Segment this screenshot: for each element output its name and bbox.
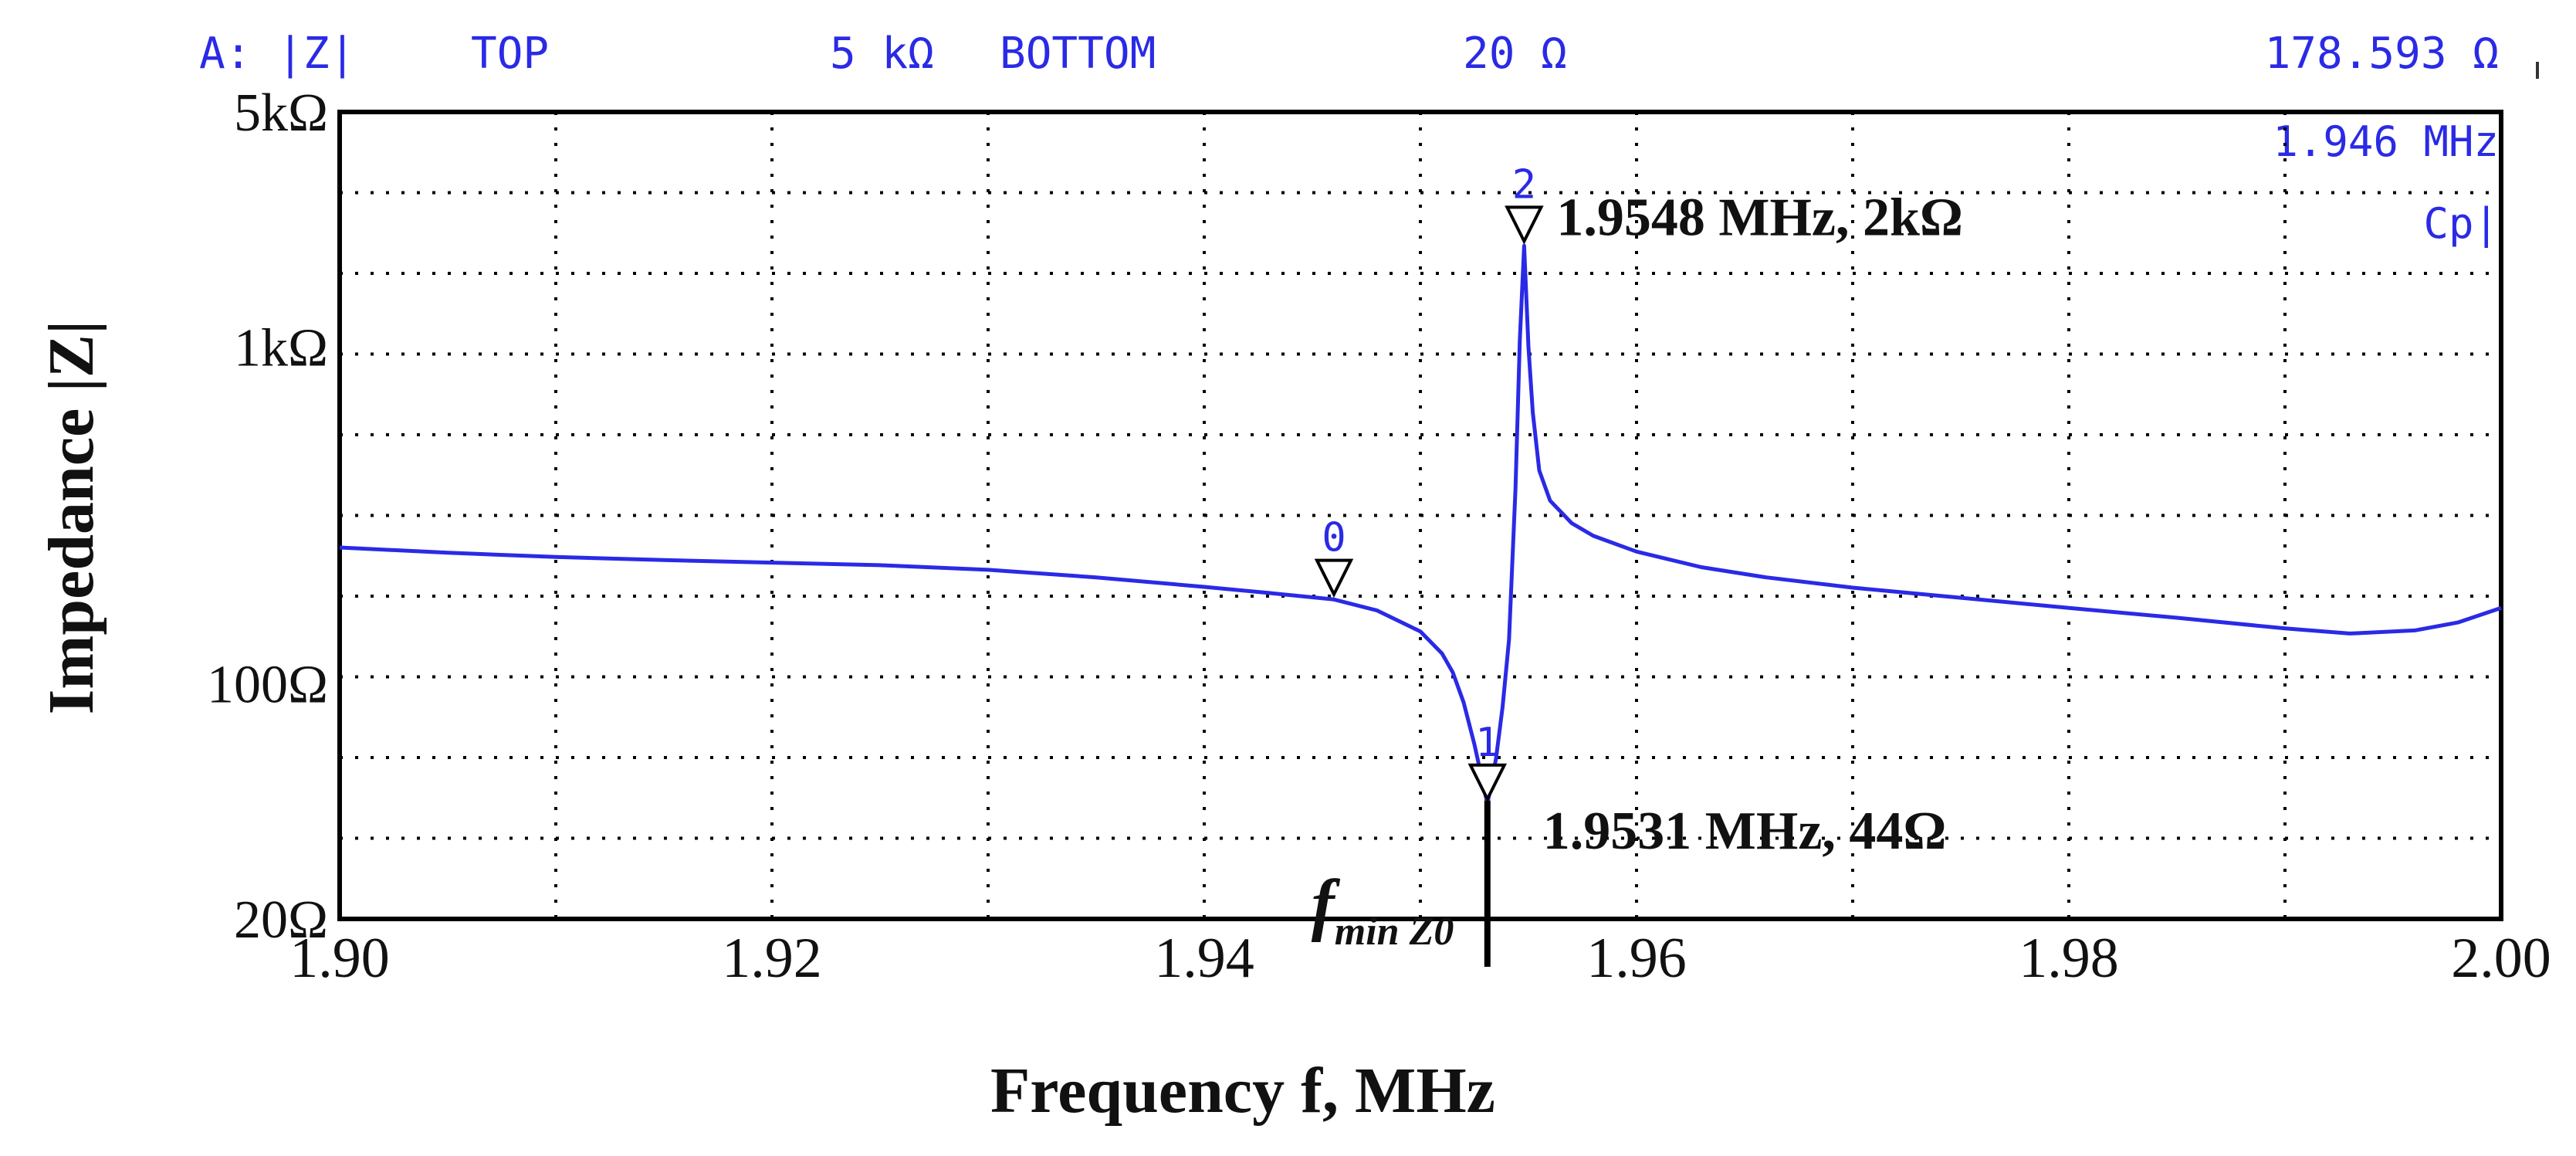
marker-number: 2 [1512,161,1536,208]
header-bottom-label: BOTTOM [1000,29,1156,79]
min-annotation: 1.9531 MHz, 44Ω [1543,802,1947,861]
header-bottom-value: 20 Ω [1463,29,1567,79]
x-axis-title: Frequency f, MHz [990,1055,1495,1127]
analyzer-header: A: |Z| TOP 5 kΩ BOTTOM 20 Ω 178.593 Ω 1.… [199,29,2539,248]
marker-0: 0 [1314,515,1354,598]
x-tick-label: 1.92 [722,927,822,990]
marker-number: 0 [1322,515,1346,561]
plot-grid [340,112,2501,919]
fmin-label: fmin Z0 [1312,866,1454,954]
header-top-label: TOP [471,29,549,79]
marker-2: 2 [1505,161,1544,245]
marker-layer: 0 1 2 [1314,161,1544,803]
y-tick-labels: 5kΩ 1kΩ 100Ω 20Ω [207,83,328,950]
header-marker-freq: 1.946 MHz [2273,117,2499,166]
impedance-series-line [339,243,2502,806]
marker-triangle [1467,763,1508,803]
marker-triangle [1505,205,1544,245]
y-tick-label: 1kΩ [234,319,328,378]
x-tick-label: 2.00 [2451,927,2551,990]
y-axis-title: Impedance |Z| [36,320,107,715]
header-marker-value: 178.593 Ω [2265,29,2499,79]
x-tick-label: 1.94 [1154,927,1254,990]
y-tick-label: 20Ω [234,890,328,950]
peak-annotation: 1.9548 MHz, 2kΩ [1556,188,1963,247]
y-tick-label: 5kΩ [234,83,328,143]
x-tick-label: 1.98 [2019,927,2119,990]
header-param-mode: Cp| [2423,199,2499,248]
marker-number: 1 [1475,720,1499,766]
header-channel: A: |Z| [199,29,355,79]
x-tick-labels: 1.90 1.92 1.94 1.96 1.98 2.00 [289,927,2551,990]
marker-triangle [1314,558,1354,598]
plot-frame [337,110,2503,921]
x-tick-label: 1.96 [1586,927,1687,990]
header-top-value: 5 kΩ [830,29,934,79]
x-tick-label: 1.90 [289,927,390,990]
y-tick-label: 100Ω [207,655,328,714]
marker-1: 1 [1467,720,1508,803]
fmin-label-sub: min Z0 [1335,910,1454,954]
